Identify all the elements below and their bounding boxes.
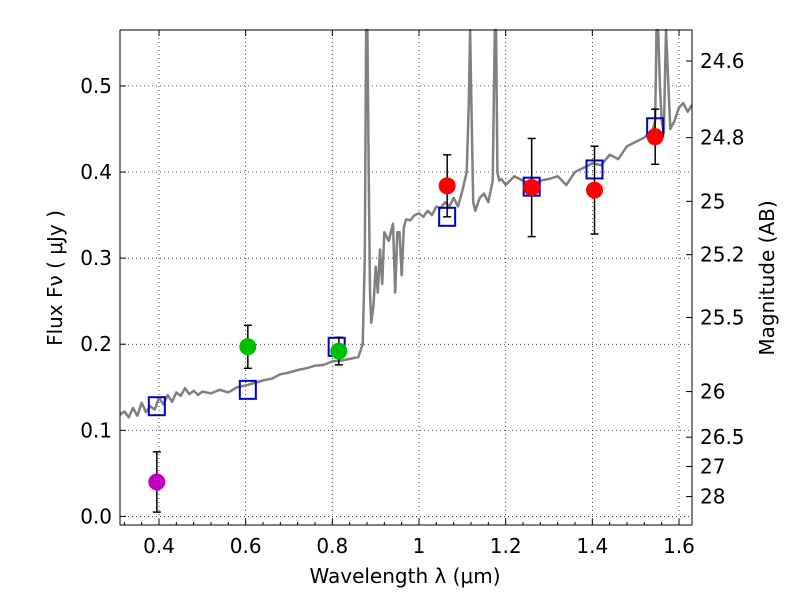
template-spectrum-layer (119, 28, 694, 419)
mag-tick-label: 25 (700, 189, 725, 213)
observed-point (330, 342, 348, 360)
x-tick-label: 0.6 (230, 534, 262, 558)
mag-tick-label: 25.5 (700, 306, 745, 330)
template-spectrum-line (119, 28, 694, 419)
y-axis-title: Flux Fν ( μJy ) (43, 210, 67, 346)
y-tick-label: 0.3 (80, 246, 112, 270)
mag-tick-label: 26 (700, 380, 725, 404)
x-tick-label: 1.4 (576, 534, 608, 558)
y-tick-label: 0.4 (80, 160, 112, 184)
model-square-point (238, 379, 257, 400)
observed-point (438, 177, 456, 195)
x-axis-title: Wavelength λ (μm) (309, 564, 500, 588)
mag-tick-label: 24.8 (700, 126, 745, 150)
plot-frame (119, 29, 693, 526)
x-tick-label: 0.8 (316, 534, 348, 558)
observed-point (148, 473, 166, 491)
x-tick-label: 0.4 (143, 534, 175, 558)
x-tick-label: 1.2 (490, 534, 522, 558)
observed-point (646, 128, 664, 146)
y-tick-label: 0.2 (80, 332, 112, 356)
mag-tick-label: 24.6 (700, 49, 745, 73)
y-tick-label: 0.0 (80, 504, 112, 528)
y-axis-right-title: Magnitude (AB) (755, 200, 779, 355)
x-tick-label: 1.6 (663, 534, 695, 558)
observed-point (523, 179, 541, 197)
x-tick-label: 1 (413, 534, 426, 558)
observed-point (586, 181, 603, 199)
mag-tick-label: 25.2 (700, 243, 745, 267)
model-square-point (147, 396, 166, 417)
observed-point (239, 338, 257, 356)
grid-lines (120, 30, 692, 525)
y-tick-label: 0.5 (80, 74, 112, 98)
data-points-layer (147, 108, 665, 513)
mag-tick-label: 26.5 (700, 425, 745, 449)
mag-tick-label: 27 (700, 454, 725, 478)
axis-ticks: 0.4 0.6 0.8 1 1.2 1.4 1.6 0.0 0.1 0.2 0.3 0.4 0.5 24.… (80, 30, 745, 558)
y-tick-label: 0.1 (80, 418, 112, 442)
mag-tick-label: 28 (700, 485, 725, 509)
